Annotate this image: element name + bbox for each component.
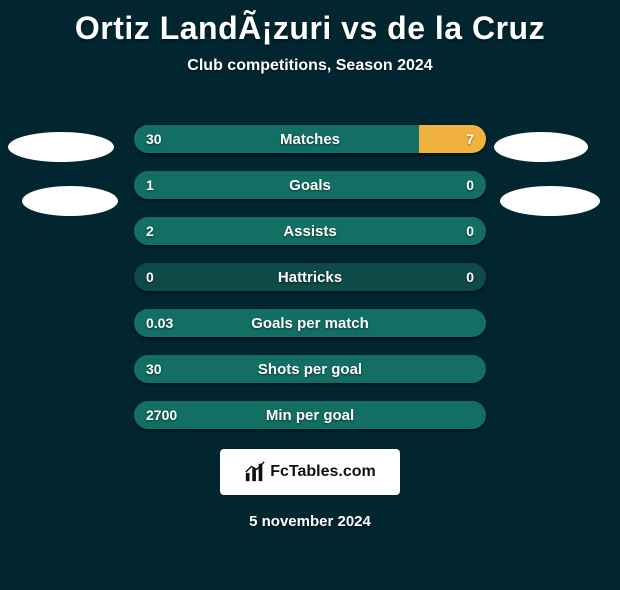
stat-bar: 30Shots per goal bbox=[134, 355, 486, 383]
player-oval bbox=[494, 132, 588, 162]
bar-label: Hattricks bbox=[134, 263, 486, 291]
stat-bar: 00Hattricks bbox=[134, 263, 486, 291]
bar-label: Min per goal bbox=[134, 401, 486, 429]
stats-bars: 307Matches 10Goals 20Assists 00Hattricks 0.0… bbox=[134, 125, 486, 429]
bar-label: Goals per match bbox=[134, 309, 486, 337]
bar-label: Matches bbox=[134, 125, 486, 153]
stat-bar: 10Goals bbox=[134, 171, 486, 199]
stat-bar: 0.03Goals per match bbox=[134, 309, 486, 337]
logo-text: FcTables.com bbox=[270, 463, 376, 481]
bar-label: Shots per goal bbox=[134, 355, 486, 383]
page-date: 5 november 2024 bbox=[0, 513, 620, 530]
player-oval bbox=[22, 186, 118, 216]
page-subtitle: Club competitions, Season 2024 bbox=[0, 57, 620, 75]
bar-label: Goals bbox=[134, 171, 486, 199]
fctables-logo: FcTables.com bbox=[220, 449, 400, 495]
stat-bar: 20Assists bbox=[134, 217, 486, 245]
stat-bar: 307Matches bbox=[134, 125, 486, 153]
player-oval bbox=[500, 186, 600, 216]
bar-label: Assists bbox=[134, 217, 486, 245]
stat-bar: 2700Min per goal bbox=[134, 401, 486, 429]
page-title: Ortiz LandÃ¡zuri vs de la Cruz bbox=[0, 10, 620, 47]
player-oval bbox=[8, 132, 114, 162]
chart-icon bbox=[244, 461, 266, 483]
